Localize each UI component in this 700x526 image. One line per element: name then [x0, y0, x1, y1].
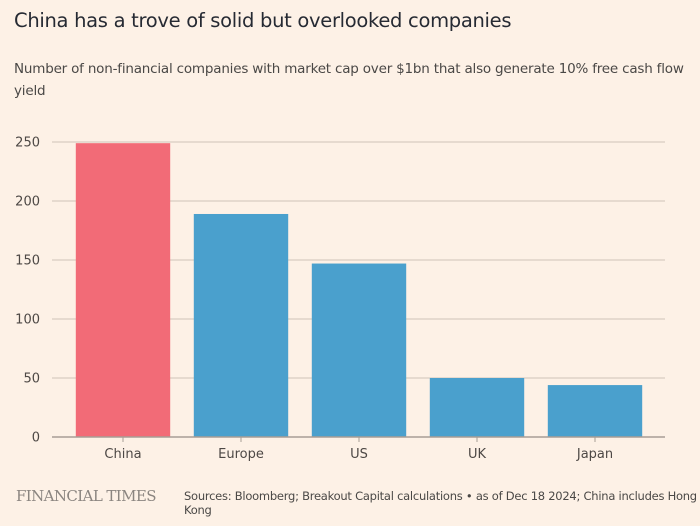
y-tick-label: 150 — [15, 254, 40, 269]
y-axis-labels: 0 50 100 150 200 250 — [15, 136, 40, 446]
bars — [75, 143, 643, 437]
bar-europe — [193, 213, 289, 437]
x-axis — [52, 436, 665, 442]
ft-logo: FINANCIAL TIMES — [16, 487, 157, 505]
x-tick-label: US — [350, 447, 368, 462]
source-note: Sources: Bloomberg; Breakout Capital cal… — [184, 489, 697, 517]
x-tick-label: China — [104, 447, 141, 462]
x-tick-label: Japan — [576, 447, 613, 462]
bar-uk — [429, 378, 525, 437]
x-tick-label: UK — [468, 447, 487, 462]
y-tick-label: 100 — [15, 313, 40, 328]
bar-china — [75, 143, 171, 437]
chart-title: China has a trove of solid but overlooke… — [14, 9, 512, 32]
y-tick-label: 200 — [15, 195, 40, 210]
bar-japan — [547, 385, 643, 437]
y-tick-label: 50 — [23, 372, 40, 387]
x-tick-label: Europe — [218, 447, 264, 462]
x-axis-labels: China Europe US UK Japan — [104, 447, 613, 462]
y-tick-label: 0 — [32, 431, 40, 446]
y-tick-label: 250 — [15, 136, 40, 151]
bar-us — [311, 263, 407, 437]
chart-subtitle: Number of non-financial companies with m… — [14, 61, 684, 99]
